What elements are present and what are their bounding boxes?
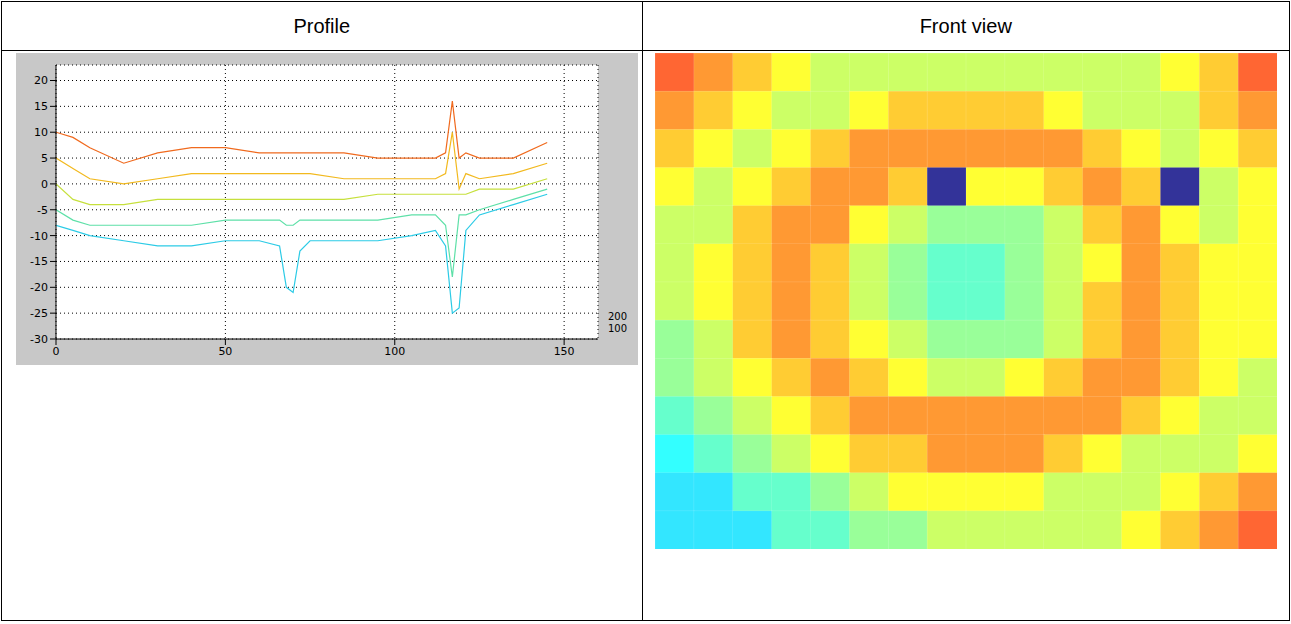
svg-text:50: 50 bbox=[218, 345, 232, 358]
svg-text:15: 15 bbox=[34, 100, 48, 113]
svg-text:0: 0 bbox=[53, 345, 60, 358]
svg-text:-25: -25 bbox=[30, 307, 48, 320]
html-text:Profile: Profile bbox=[293, 14, 351, 37]
svg-text:10: 10 bbox=[34, 126, 48, 139]
svg-text:-5: -5 bbox=[37, 204, 48, 217]
svg-text:150: 150 bbox=[554, 345, 575, 358]
html-text:200: 200 bbox=[608, 311, 628, 322]
html-text:Front view: Front view bbox=[919, 14, 1012, 37]
html-text:100: 100 bbox=[608, 323, 628, 334]
svg-text:-20: -20 bbox=[30, 281, 48, 294]
svg-text:100: 100 bbox=[384, 345, 405, 358]
svg-text:5: 5 bbox=[41, 152, 48, 165]
svg-text:-10: -10 bbox=[30, 230, 48, 243]
svg-text:0: 0 bbox=[41, 178, 48, 191]
svg-text:-15: -15 bbox=[30, 255, 48, 268]
svg-text:-30: -30 bbox=[30, 333, 48, 346]
svg-text:20: 20 bbox=[34, 74, 48, 87]
